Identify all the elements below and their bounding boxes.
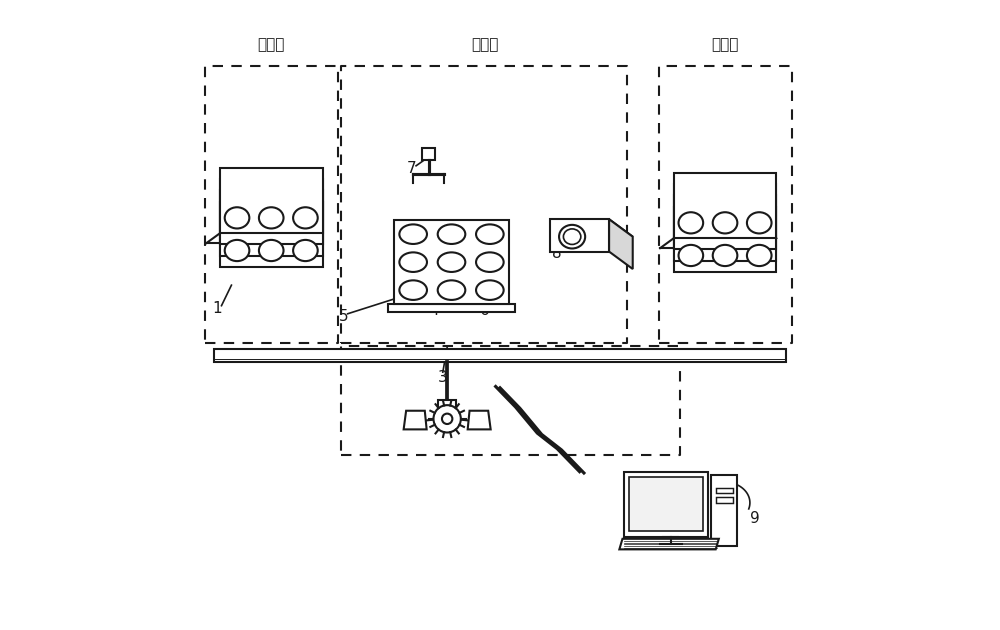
Bar <box>422 149 435 159</box>
Ellipse shape <box>399 253 427 272</box>
Bar <box>624 472 708 537</box>
Polygon shape <box>619 539 719 549</box>
Bar <box>394 220 509 304</box>
Ellipse shape <box>476 280 504 300</box>
Ellipse shape <box>559 225 585 248</box>
Polygon shape <box>404 411 427 430</box>
Ellipse shape <box>679 212 703 234</box>
Ellipse shape <box>438 280 465 300</box>
Bar <box>716 488 733 493</box>
Ellipse shape <box>747 245 772 266</box>
Text: 8: 8 <box>552 246 561 261</box>
Bar <box>629 477 703 530</box>
Polygon shape <box>550 219 609 251</box>
Ellipse shape <box>747 212 772 234</box>
Ellipse shape <box>399 224 427 244</box>
Text: 1: 1 <box>212 301 222 316</box>
Bar <box>674 207 776 272</box>
Ellipse shape <box>563 229 581 244</box>
Bar <box>674 184 776 249</box>
Ellipse shape <box>438 224 465 244</box>
Bar <box>220 168 323 233</box>
Circle shape <box>442 414 452 424</box>
Ellipse shape <box>259 240 284 261</box>
Text: 3: 3 <box>438 370 448 385</box>
Text: 下料区: 下料区 <box>711 37 739 52</box>
Text: 检测区: 检测区 <box>471 37 498 52</box>
Ellipse shape <box>293 207 318 229</box>
Ellipse shape <box>438 253 465 272</box>
Text: 9: 9 <box>750 512 760 527</box>
Polygon shape <box>550 219 633 237</box>
Ellipse shape <box>476 224 504 244</box>
Text: 6: 6 <box>480 303 489 318</box>
Text: 2: 2 <box>293 245 303 260</box>
Ellipse shape <box>225 240 249 261</box>
Bar <box>438 400 456 410</box>
Text: 7: 7 <box>407 161 417 176</box>
Bar <box>674 195 776 261</box>
Ellipse shape <box>293 240 318 261</box>
Text: 4: 4 <box>429 302 439 318</box>
Ellipse shape <box>399 280 427 300</box>
Polygon shape <box>468 411 491 430</box>
Ellipse shape <box>225 207 249 229</box>
Bar <box>388 304 515 312</box>
Bar <box>674 173 776 238</box>
Bar <box>711 475 737 546</box>
Bar <box>214 348 786 362</box>
Polygon shape <box>609 219 633 269</box>
Ellipse shape <box>713 245 737 266</box>
Bar <box>220 179 323 244</box>
Text: 上料区: 上料区 <box>258 37 285 52</box>
Bar <box>716 497 733 503</box>
Ellipse shape <box>259 207 284 229</box>
Text: 5: 5 <box>339 309 348 324</box>
Ellipse shape <box>476 253 504 272</box>
Circle shape <box>433 405 461 432</box>
Ellipse shape <box>713 212 737 234</box>
Ellipse shape <box>679 245 703 266</box>
Bar <box>220 202 323 267</box>
Bar <box>220 190 323 256</box>
